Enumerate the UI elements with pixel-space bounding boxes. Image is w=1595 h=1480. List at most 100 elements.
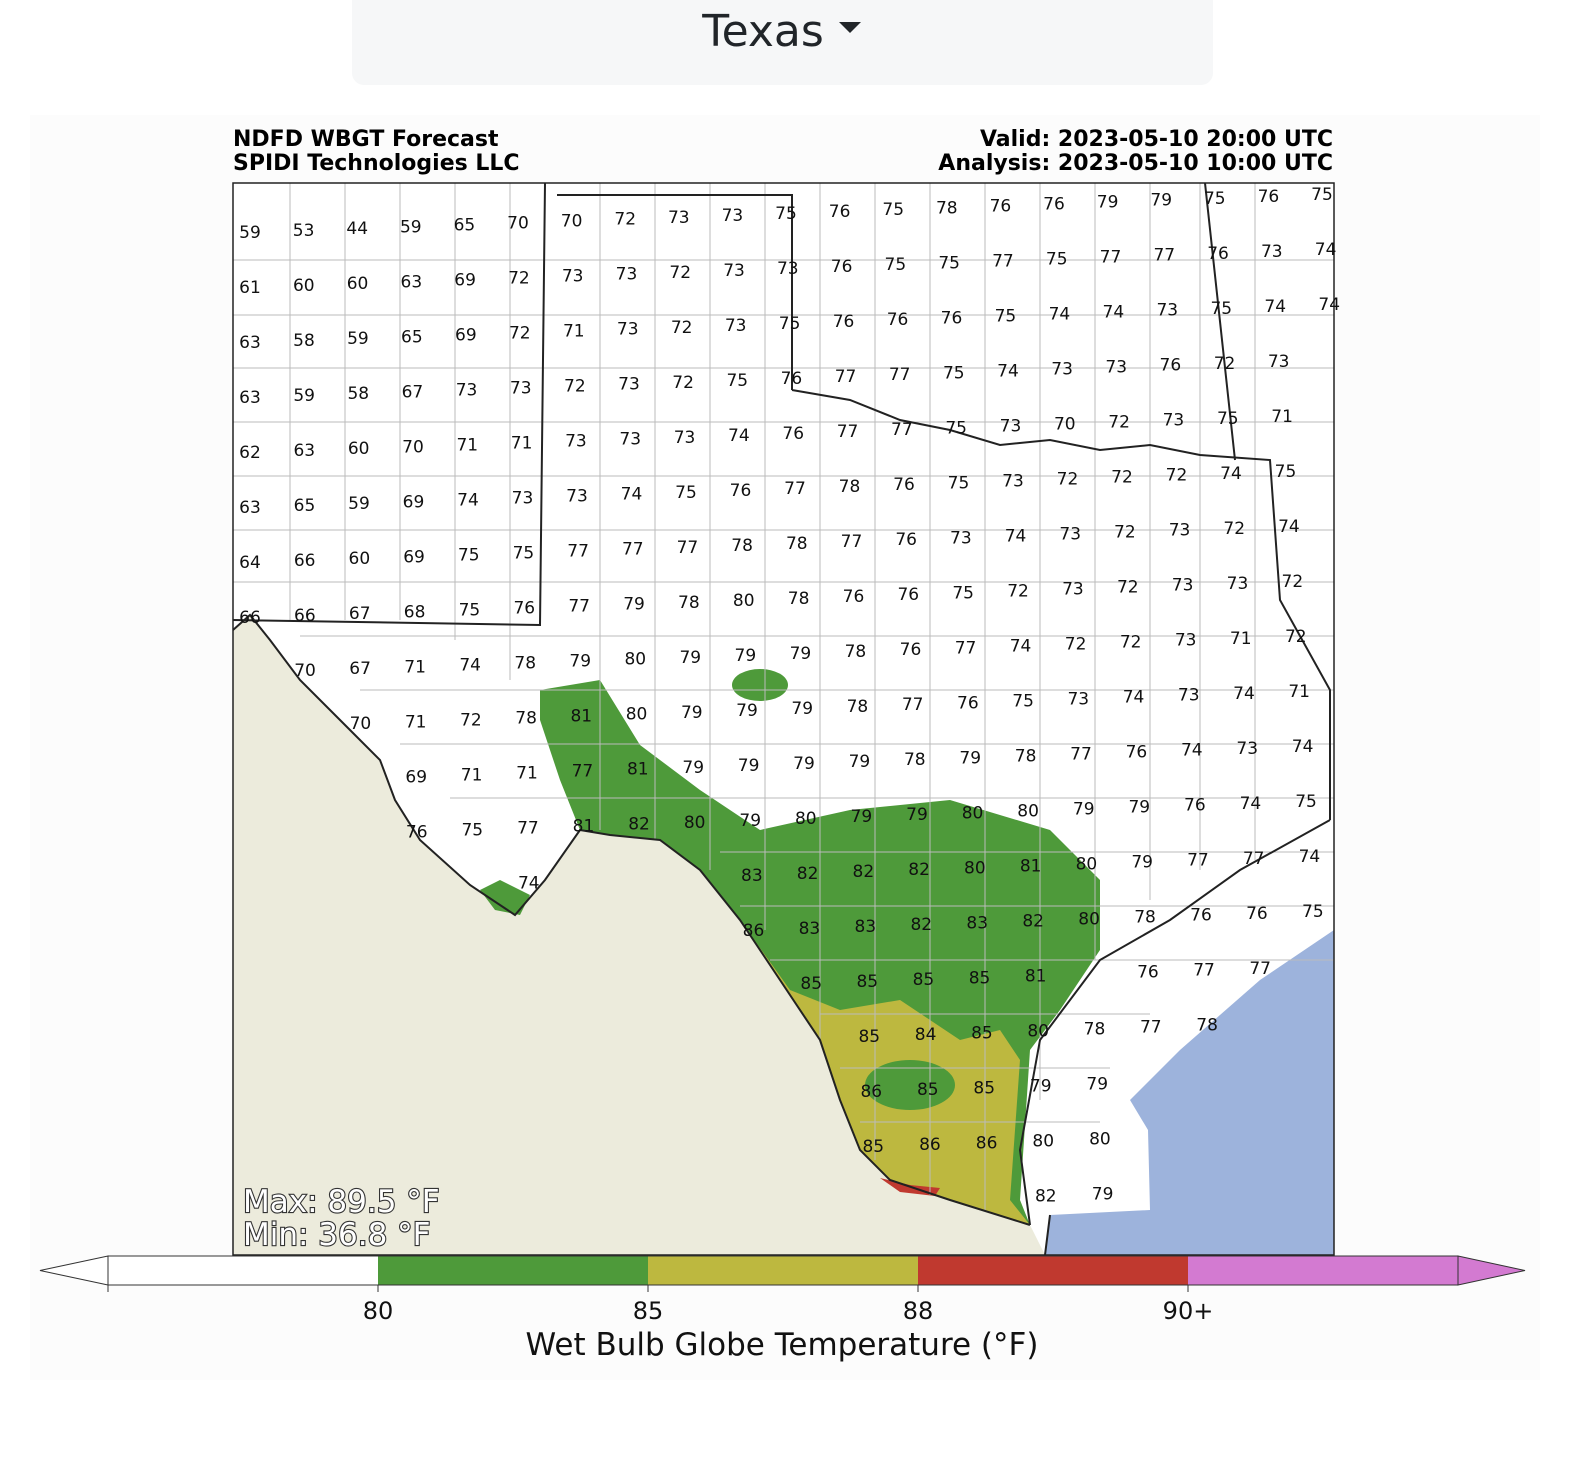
station-value: 60 xyxy=(293,276,315,296)
station-value: 73 xyxy=(1067,690,1089,710)
station-value: 68 xyxy=(404,602,426,622)
station-value: 81 xyxy=(627,760,649,780)
station-value: 80 xyxy=(1078,910,1100,930)
station-value: 74 xyxy=(1220,464,1242,484)
station-value: 86 xyxy=(919,1135,941,1155)
dropdown-label[interactable]: Texas xyxy=(702,6,824,57)
station-value: 79 xyxy=(682,758,704,778)
station-value: 70 xyxy=(1054,415,1076,435)
station-value: 73 xyxy=(1175,631,1197,651)
station-value: 60 xyxy=(347,274,369,294)
station-value: 76 xyxy=(843,587,865,607)
station-value: 73 xyxy=(1000,416,1022,436)
station-value: 73 xyxy=(512,489,534,509)
station-value: 73 xyxy=(1002,471,1024,491)
station-value: 79 xyxy=(793,754,815,774)
station-value: 71 xyxy=(1230,629,1252,649)
colorbar-tick-label: 85 xyxy=(633,1297,664,1325)
colorbar-segment xyxy=(1188,1256,1458,1285)
station-value: 81 xyxy=(1020,856,1042,876)
station-value: 72 xyxy=(1282,572,1304,592)
station-value: 76 xyxy=(730,481,752,501)
station-value: 72 xyxy=(509,324,531,344)
station-value: 85 xyxy=(917,1080,939,1100)
station-value: 73 xyxy=(510,379,532,399)
station-value: 73 xyxy=(566,487,588,507)
station-value: 75 xyxy=(1210,299,1232,319)
station-value: 72 xyxy=(1108,413,1130,433)
station-value: 74 xyxy=(1103,303,1125,323)
station-value: 80 xyxy=(1027,1021,1049,1041)
station-value: 79 xyxy=(736,701,758,721)
station-value: 63 xyxy=(239,388,261,408)
station-value: 71 xyxy=(456,435,478,455)
station-value: 79 xyxy=(738,756,760,776)
station-value: 82 xyxy=(1022,911,1044,931)
colorbar-tick-label: 80 xyxy=(363,1297,394,1325)
station-value: 73 xyxy=(777,259,799,279)
station-value: 77 xyxy=(955,638,977,658)
station-value: 77 xyxy=(889,365,911,385)
station-value: 78 xyxy=(788,589,810,609)
station-value: 71 xyxy=(461,765,483,785)
station-value: 75 xyxy=(1311,185,1333,205)
station-value: 71 xyxy=(511,434,533,454)
station-value: 72 xyxy=(1166,466,1188,486)
station-value: 72 xyxy=(1223,519,1245,539)
station-value: 80 xyxy=(1017,801,1039,821)
station-value: 74 xyxy=(728,426,750,446)
station-value: 74 xyxy=(459,655,481,675)
station-value: 78 xyxy=(515,709,537,729)
station-value: 86 xyxy=(860,1082,882,1102)
station-value: 59 xyxy=(400,217,422,237)
station-value: 76 xyxy=(831,257,853,277)
station-value: 72 xyxy=(1007,581,1029,601)
station-value: 69 xyxy=(405,767,427,787)
station-value: 75 xyxy=(882,200,904,220)
station-value: 63 xyxy=(293,441,315,461)
station-value: 78 xyxy=(904,750,926,770)
dropdown-caret[interactable] xyxy=(352,0,1213,85)
station-value: 76 xyxy=(887,310,909,330)
station-value: 75 xyxy=(995,306,1017,326)
station-value: 77 xyxy=(572,762,594,782)
station-value: 72 xyxy=(1057,470,1079,490)
station-value: 73 xyxy=(1062,580,1084,600)
station-value: 75 xyxy=(458,545,480,565)
station-value: 75 xyxy=(938,253,960,273)
station-value: 73 xyxy=(616,265,638,285)
colorbar: 80 85 88 90+ xyxy=(39,1255,1526,1325)
station-value: 79 xyxy=(1073,800,1095,820)
station-value: 76 xyxy=(513,599,535,619)
station-value: 75 xyxy=(675,483,697,503)
station-value: 78 xyxy=(847,697,869,717)
station-value: 83 xyxy=(741,866,763,886)
station-value: 58 xyxy=(293,331,315,351)
station-value: 75 xyxy=(943,363,965,383)
station-value: 73 xyxy=(722,206,744,226)
station-value: 82 xyxy=(628,815,650,835)
station-value: 79 xyxy=(1086,1075,1108,1095)
wbgt-80-patch xyxy=(865,1060,955,1110)
station-value: 76 xyxy=(781,369,803,389)
station-value: 72 xyxy=(1117,578,1139,598)
station-value: 83 xyxy=(799,919,821,939)
colorbar-tick-label: 88 xyxy=(903,1297,934,1325)
station-value: 72 xyxy=(669,263,691,283)
state-dropdown[interactable]: Texas xyxy=(352,0,1213,85)
station-value: 72 xyxy=(1114,523,1136,543)
station-value: 71 xyxy=(1271,407,1293,427)
station-value: 78 xyxy=(514,654,536,674)
station-value: 77 xyxy=(1153,246,1175,266)
station-value: 76 xyxy=(1160,356,1182,376)
station-value: 73 xyxy=(1172,576,1194,596)
station-value: 77 xyxy=(837,422,859,442)
station-value: 73 xyxy=(1163,411,1185,431)
station-value: 73 xyxy=(1059,525,1081,545)
station-value: 85 xyxy=(913,970,935,990)
station-value: 69 xyxy=(454,270,476,290)
station-value: 74 xyxy=(1264,297,1286,317)
station-value: 72 xyxy=(1120,633,1142,653)
